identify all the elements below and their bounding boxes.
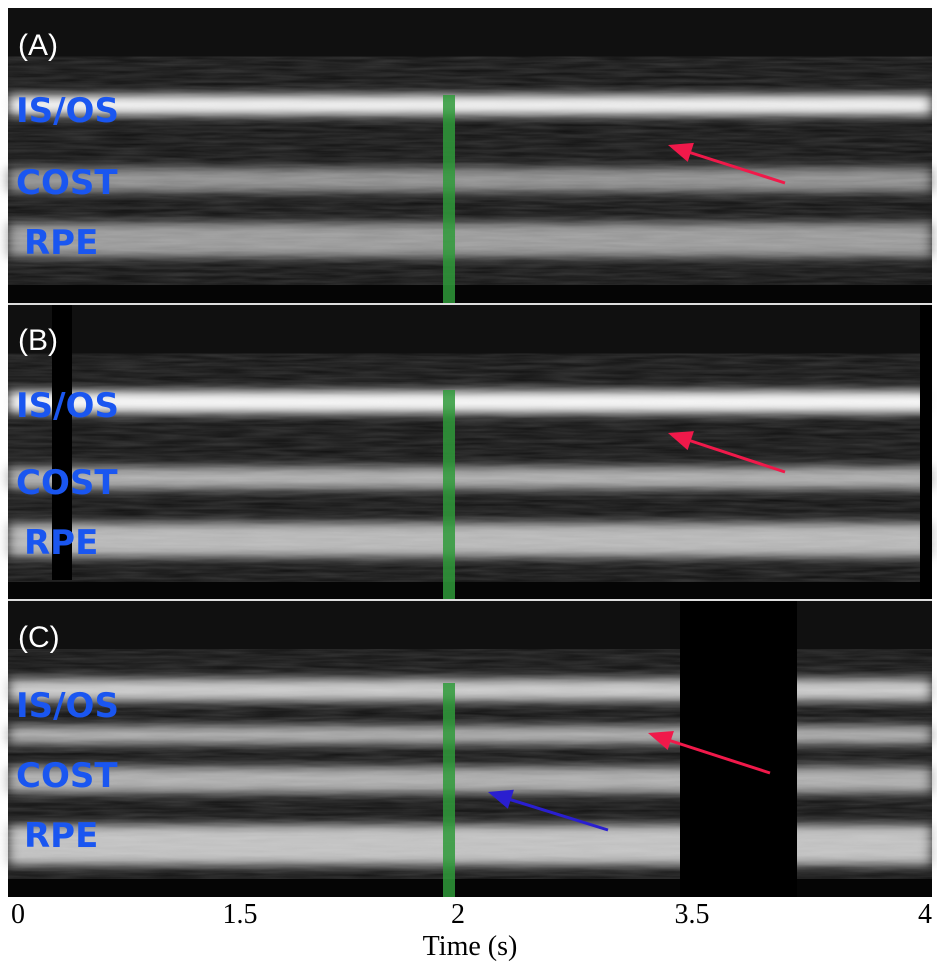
layer-label: COST: [16, 463, 118, 503]
arrow-head: [488, 789, 514, 809]
panel: (A) IS/OS COST RPE: [8, 8, 932, 308]
bottom-edge: [8, 582, 932, 600]
layer-label: RPE: [24, 223, 98, 263]
layer-label: IS/OS: [16, 686, 119, 726]
layer-label: COST: [16, 756, 118, 796]
arrow: [681, 148, 786, 185]
arrow-head: [648, 730, 674, 750]
speckle: [8, 78, 932, 293]
masked-region: [52, 305, 72, 580]
x-tick-label: 0: [11, 899, 25, 930]
stimulus-marker: [443, 390, 455, 603]
arrow: [501, 795, 609, 832]
stimulus-marker: [443, 95, 455, 308]
arrow: [681, 436, 786, 474]
arrow-head: [668, 142, 694, 162]
panel-label: (B): [18, 324, 58, 357]
separator: [8, 303, 932, 305]
arrow: [661, 736, 771, 775]
layer-label: RPE: [24, 523, 98, 563]
stimulus-marker: [443, 683, 455, 897]
x-axis-label: Time (s): [423, 931, 518, 962]
panel-label: (C): [18, 621, 60, 654]
x-tick-label: 1.5: [223, 899, 258, 930]
panel: (B) IS/OS COST RPE: [8, 305, 932, 603]
x-tick-label: 4: [918, 899, 932, 930]
panel-label: (A): [18, 29, 58, 62]
bottom-edge: [8, 285, 932, 303]
layer-label: COST: [16, 163, 118, 203]
layer-label: IS/OS: [16, 91, 119, 131]
x-tick-label: 3.5: [675, 899, 710, 930]
arrow-head: [668, 431, 694, 451]
speckle: [8, 375, 932, 590]
layer-label: RPE: [24, 816, 98, 856]
masked-region: [920, 305, 932, 600]
layer-label: IS/OS: [16, 386, 119, 426]
separator: [8, 599, 932, 601]
x-tick-label: 2: [451, 899, 465, 930]
panel: (C) IS/OS COST RPE: [8, 601, 932, 897]
